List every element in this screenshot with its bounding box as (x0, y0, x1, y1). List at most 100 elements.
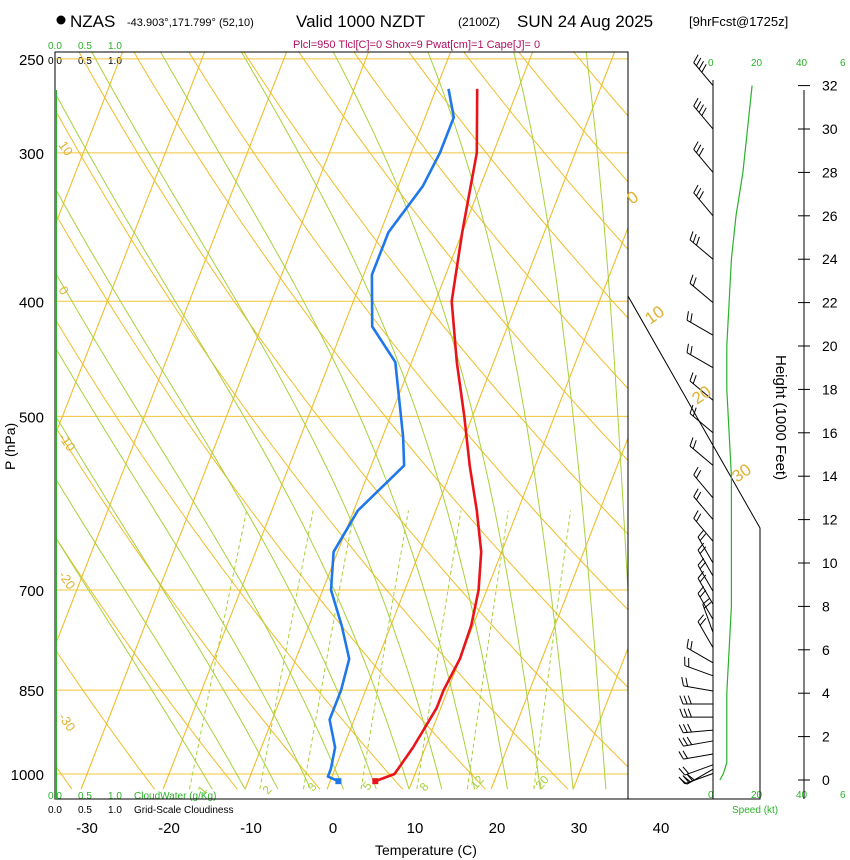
wind-barb-flag (693, 184, 699, 194)
wind-barb (681, 676, 714, 692)
wind-barb-flag (695, 101, 702, 110)
isotherm-label: -20 (56, 568, 79, 592)
isotherm-label: 10 (56, 138, 77, 158)
wind-barb-flag (701, 64, 707, 73)
dry-adiabat (55, 425, 321, 790)
speed-tick-top-3: 6 (840, 58, 846, 69)
sounding-parameters: Plcl=950 Tlcl[C]=0 Shox=9 Pwat[cm]=1 Cap… (293, 39, 540, 51)
wind-barb-flag (692, 440, 697, 449)
height-tick-label: 8 (822, 598, 830, 614)
wind-barb-staff (693, 105, 714, 130)
wind-barb-staff (697, 549, 714, 577)
height-tick-label: 20 (822, 338, 838, 354)
wind-barb-flag (692, 375, 697, 384)
height-tick-label: 4 (822, 685, 830, 701)
wind-barb (693, 466, 714, 499)
wind-barb (693, 141, 714, 173)
wind-barb-staff (683, 753, 714, 760)
wind-barb-flag (695, 187, 702, 197)
temperature-tick-label: -20 (158, 820, 180, 837)
cloud-tick-bottom-1: 0.5 (78, 805, 92, 816)
wind-barb-staff (697, 593, 714, 620)
wind-barb-flag (697, 570, 705, 579)
wind-barb (679, 695, 713, 705)
temperature-profile (374, 88, 483, 783)
wind-barb-flag (695, 470, 702, 479)
temperature-tick-label: 30 (571, 820, 588, 837)
wind-barb-flag (695, 144, 702, 153)
wind-barb-flag (695, 491, 702, 501)
cw-tick-top-1: 0.5 (78, 41, 92, 52)
wind-barb-staff (693, 474, 714, 499)
height-tick-label: 26 (822, 208, 838, 224)
wind-barb-flag (695, 236, 700, 246)
station-location: -43.903°,171.799° (52,10) (127, 17, 254, 29)
wind-barb-flag (679, 695, 684, 705)
dewpoint-profile (326, 88, 456, 783)
wind-barb (686, 311, 714, 336)
isotherm-line (655, 38, 850, 789)
cloudwater-label: CloudWater (g/Kg) (134, 791, 216, 802)
wind-barb (686, 343, 714, 369)
cloud-tick-bottom-0: 0.0 (48, 805, 62, 816)
wind-barb (684, 656, 714, 677)
moist-adiabat (427, 52, 574, 790)
wind-barb-flag (685, 677, 689, 687)
isotherm-line (408, 226, 628, 790)
wind-barb-flag (678, 738, 684, 747)
isotherm-label: -30 (56, 710, 79, 734)
cloud-tick-top-2: 1.0 (108, 56, 122, 67)
wind-barb-flag (699, 561, 707, 570)
speed-tick-top-0: 0 (708, 58, 714, 69)
valid-date: SUN 24 Aug 2025 (517, 12, 653, 31)
height-tick-label: 0 (822, 772, 830, 788)
wind-barb-flag (678, 767, 686, 776)
wind-barb-staff (697, 577, 714, 605)
cw-tick-bottom-2: 1.0 (108, 791, 122, 802)
wind-barb-flag (693, 510, 699, 519)
height-tick-label: 28 (822, 164, 838, 180)
wind-barb-flag (695, 57, 702, 67)
wind-barb (679, 708, 713, 718)
wind-barb-flag (682, 737, 689, 746)
dewpoint-profile-surface-marker (335, 778, 342, 785)
wind-barb (693, 97, 714, 130)
speed-tick-bottom-1: 20 (751, 790, 763, 801)
wind-barb-flag (690, 345, 693, 355)
speed-tick-top-1: 20 (751, 58, 763, 69)
moist-adiabat (55, 271, 344, 790)
wind-barb (678, 764, 714, 776)
wind-barb (697, 614, 714, 648)
wind-barb (693, 488, 714, 520)
dry-adiabat (55, 648, 155, 790)
wind-barb-staff (684, 764, 714, 776)
isotherm-line (244, 52, 534, 790)
dry-adiabat (55, 317, 404, 790)
wind-barb-flag (687, 723, 692, 733)
height-tick-label: 10 (822, 555, 838, 571)
wind-barb-flag (689, 437, 694, 447)
isotherm-label: 0 (56, 283, 72, 298)
height-tick-label: 22 (822, 295, 838, 311)
valid-time: Valid 1000 NZDT (296, 12, 425, 31)
wind-barb-flag (692, 233, 697, 243)
wind-barb-flag (698, 191, 704, 200)
dry-adiabat (243, 52, 628, 535)
isotherm-line (737, 38, 850, 789)
wind-barb (679, 768, 714, 785)
mixing-ratio-line (416, 510, 462, 790)
wind-barb-flag (693, 488, 699, 497)
mixing-ratio-line (189, 510, 248, 790)
wind-barb-flag (697, 614, 705, 622)
moist-adiabat (55, 476, 246, 790)
wind-barb-flag (693, 141, 699, 150)
wind-barb-flag (687, 773, 695, 781)
moist-adiabat (332, 52, 541, 790)
wind-barb-flag (689, 372, 694, 382)
wind-barb-flag (697, 557, 705, 566)
mixing-ratio-line (259, 510, 314, 790)
temperature-tick-label: 10 (407, 820, 424, 837)
wind-barb-flag (698, 60, 704, 70)
wind-barb-flag (699, 589, 707, 598)
